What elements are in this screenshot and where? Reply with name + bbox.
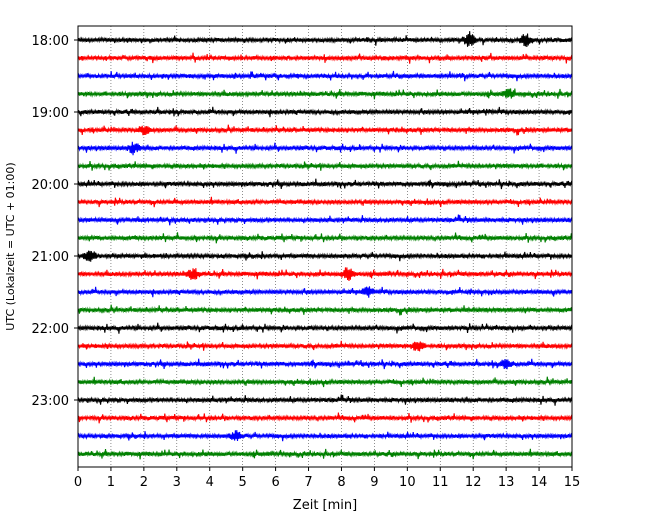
- seismic-trace: [77, 304, 573, 316]
- x-tick-label: 12: [465, 475, 482, 490]
- seismic-trace: [77, 196, 573, 208]
- x-tick-label: 11: [432, 475, 449, 490]
- seismic-trace: [77, 106, 573, 118]
- seismic-trace: [77, 31, 573, 48]
- seismic-trace: [77, 214, 573, 226]
- seismic-trace: [77, 70, 573, 82]
- seismic-trace: [77, 340, 573, 352]
- plot-frame: [77, 25, 573, 468]
- seismic-trace: [77, 124, 573, 136]
- x-axis-label: Zeit [min]: [293, 498, 357, 513]
- seismic-trace: [77, 250, 573, 262]
- x-tick-label: 4: [206, 475, 214, 490]
- x-tick-label: 9: [370, 475, 378, 490]
- y-axis-label: UTC (Lokalzeit = UTC + 01:00): [4, 162, 17, 330]
- seismic-trace: [77, 322, 573, 334]
- seismic-trace: [77, 232, 573, 244]
- seismic-trace: [77, 412, 573, 424]
- seismic-trace: [77, 267, 573, 282]
- y-tick-label: 22:00: [32, 322, 69, 337]
- seismic-trace: [77, 52, 573, 64]
- x-tick-label: 10: [399, 475, 416, 490]
- seismic-trace: [77, 376, 573, 388]
- y-tick-label: 20:00: [32, 178, 69, 193]
- x-tick-label: 13: [498, 475, 515, 490]
- x-tick-label: 15: [564, 475, 581, 490]
- y-tick-label: 18:00: [32, 34, 69, 49]
- seismic-trace: [77, 160, 573, 171]
- seismic-trace: [77, 141, 573, 156]
- x-tick-label: 6: [271, 475, 279, 490]
- y-tick-label: 21:00: [32, 250, 69, 265]
- x-tick-label: 7: [304, 475, 312, 490]
- seismic-trace: [77, 178, 573, 190]
- x-tick-label: 5: [239, 475, 247, 490]
- x-tick-label: 2: [140, 475, 148, 490]
- x-tick-label: 8: [337, 475, 345, 490]
- y-tick-label: 23:00: [32, 394, 69, 409]
- seismic-trace: [77, 394, 573, 406]
- seismic-trace: [77, 88, 573, 100]
- x-axis-ticks: 0 1 2 3 4 5 6 7 8 9 10 11 12 13 14 15: [74, 467, 580, 490]
- x-tick-label: 14: [531, 475, 548, 490]
- x-tick-label: 0: [74, 475, 82, 490]
- y-tick-label: 19:00: [32, 106, 69, 121]
- x-tick-label: 1: [107, 475, 115, 490]
- seismic-trace: [77, 286, 573, 298]
- seismic-trace: [77, 358, 573, 370]
- x-tick-label: 3: [173, 475, 181, 490]
- seismic-trace: [77, 430, 573, 442]
- seismic-trace: [77, 448, 573, 460]
- traces: [77, 31, 573, 460]
- y-axis-ticks: 18:00 19:00 20:00 21:00 22:00 23:00: [32, 34, 78, 409]
